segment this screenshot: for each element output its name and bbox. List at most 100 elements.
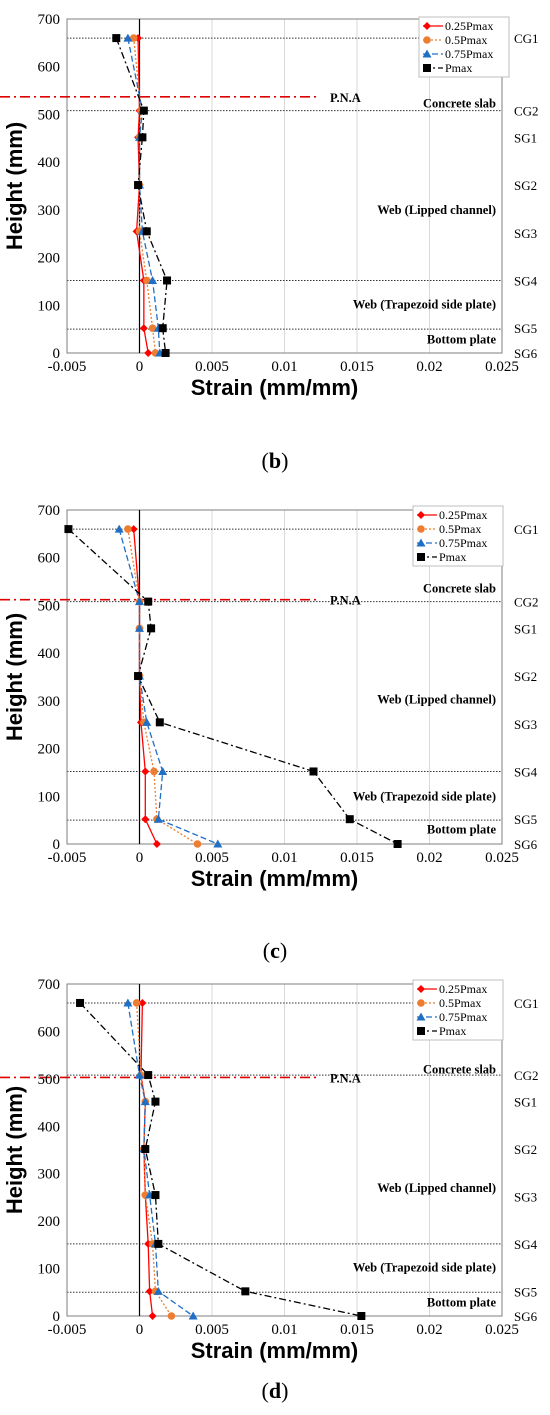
data-point	[153, 814, 163, 823]
data-point	[135, 623, 144, 632]
gauge-label-sg1: SG1	[514, 621, 537, 636]
series-line-pmax	[115, 37, 168, 354]
x-tick-label: 0.025	[485, 1322, 519, 1338]
legend-marker	[423, 22, 431, 30]
y-tick-label: 200	[38, 251, 61, 267]
legend-marker	[417, 999, 425, 1007]
data-point	[142, 276, 151, 285]
data-point	[64, 525, 73, 534]
series-line-pmax	[79, 1002, 362, 1317]
data-point	[144, 597, 153, 606]
data-point	[141, 815, 150, 824]
chart-d: P.N.A-0.005 0 0.005 0.01 0.015 0.02 0.02501002…	[0, 977, 539, 1363]
data-point	[145, 1287, 154, 1296]
x-tick-label: 0	[136, 1322, 144, 1338]
y-tick-label: 300	[38, 694, 61, 710]
legend-marker	[423, 36, 431, 44]
gauge-label-sg4: SG4	[514, 1237, 538, 1252]
legend-box	[412, 979, 504, 1041]
data-point	[129, 525, 138, 534]
x-tick-label: 0.015	[340, 850, 374, 866]
data-point	[124, 525, 132, 533]
x-tick-label: 0.01	[271, 850, 297, 866]
x-tick-label: -0.005	[48, 359, 87, 375]
data-point	[193, 840, 202, 848]
legend-marker	[416, 538, 426, 547]
x-tick-label: 0.01	[271, 359, 297, 375]
legend-entry: 0.25Pmax	[439, 508, 487, 522]
gauge-label-sg4: SG4	[514, 273, 538, 288]
y-tick-label: 400	[38, 1119, 61, 1135]
legend-entry: 0.75Pmax	[445, 47, 493, 61]
y-tick-label: 600	[38, 551, 61, 567]
data-point	[151, 1191, 160, 1200]
x-tick-label: 0.005	[195, 1322, 229, 1338]
data-point	[155, 718, 164, 727]
gauge-label-cg1: CG1	[514, 996, 539, 1011]
x-tick-label: 0.005	[195, 359, 229, 375]
legend-marker	[422, 49, 432, 58]
x-tick-label: 0.015	[340, 1322, 374, 1338]
y-tick-label: 100	[38, 789, 61, 805]
data-point	[309, 767, 318, 776]
gauge-label-sg2: SG2	[514, 178, 537, 193]
gauge-label-sg5: SG5	[514, 1284, 537, 1299]
series-line-0.5pmax	[135, 1002, 172, 1317]
region-annotation: Web (Trapezoid side plate)	[353, 1261, 496, 1275]
x-tick-label: 0.025	[485, 359, 519, 375]
x-tick-label: 0.005	[195, 850, 229, 866]
x-tick-label: 0.025	[485, 850, 519, 866]
y-tick-label: 100	[38, 298, 61, 314]
legend-entry: 0.5Pmax	[439, 996, 481, 1010]
legend-entry: 0.5Pmax	[445, 33, 487, 47]
data-point	[76, 998, 85, 1007]
y-tick-label: 500	[38, 598, 61, 614]
data-point	[151, 1097, 160, 1106]
plot-frame	[66, 18, 503, 354]
series-line-0.5pmax	[127, 528, 198, 845]
y-tick-label: 400	[38, 155, 61, 171]
gauge-label-sg1: SG1	[514, 1095, 537, 1110]
y-tick-label: 200	[38, 1214, 61, 1230]
region-annotation: Concrete slab	[423, 1062, 496, 1076]
data-point	[114, 524, 124, 533]
x-tick-label: 0.02	[416, 359, 442, 375]
data-point	[142, 227, 151, 236]
data-point	[152, 840, 161, 848]
data-point	[132, 999, 141, 1007]
series-line-0.75pmax	[118, 528, 219, 845]
y-tick-label: 500	[38, 107, 61, 123]
data-point	[148, 1312, 157, 1320]
gauge-label-sg6: SG6	[514, 346, 538, 361]
data-point	[153, 1286, 163, 1295]
x-tick-label: 0.015	[340, 359, 374, 375]
series-line-0.75pmax	[127, 37, 161, 354]
x-axis-title: Strain (mm/mm)	[191, 866, 358, 891]
series-line-0.25pmax	[135, 38, 149, 354]
x-axis-title: Strain (mm/mm)	[191, 375, 358, 400]
y-axis-title: Height (mm)	[2, 122, 27, 250]
gauge-label-cg1: CG1	[514, 522, 539, 537]
data-point	[134, 181, 143, 190]
y-tick-label: 300	[38, 203, 61, 219]
pna-label: P.N.A	[330, 594, 361, 608]
region-annotation: Web (Trapezoid side plate)	[353, 297, 496, 311]
data-point	[138, 133, 147, 142]
data-point	[213, 839, 223, 848]
y-tick-label: 600	[38, 60, 61, 76]
legend-marker	[417, 511, 425, 519]
data-point	[135, 597, 144, 606]
legend-box	[418, 16, 510, 78]
y-axis-title: Height (mm)	[2, 613, 27, 741]
legend-marker	[417, 553, 425, 561]
region-annotation: Concrete slab	[423, 582, 496, 596]
data-point	[144, 1071, 153, 1080]
plot-frame	[66, 983, 503, 1317]
gauge-label-cg2: CG2	[514, 595, 539, 610]
data-point	[393, 840, 402, 848]
panel-label-b: (b)	[261, 448, 289, 473]
panel-label-c: (c)	[262, 938, 288, 963]
data-point	[148, 324, 157, 332]
y-tick-label: 0	[53, 1309, 61, 1325]
